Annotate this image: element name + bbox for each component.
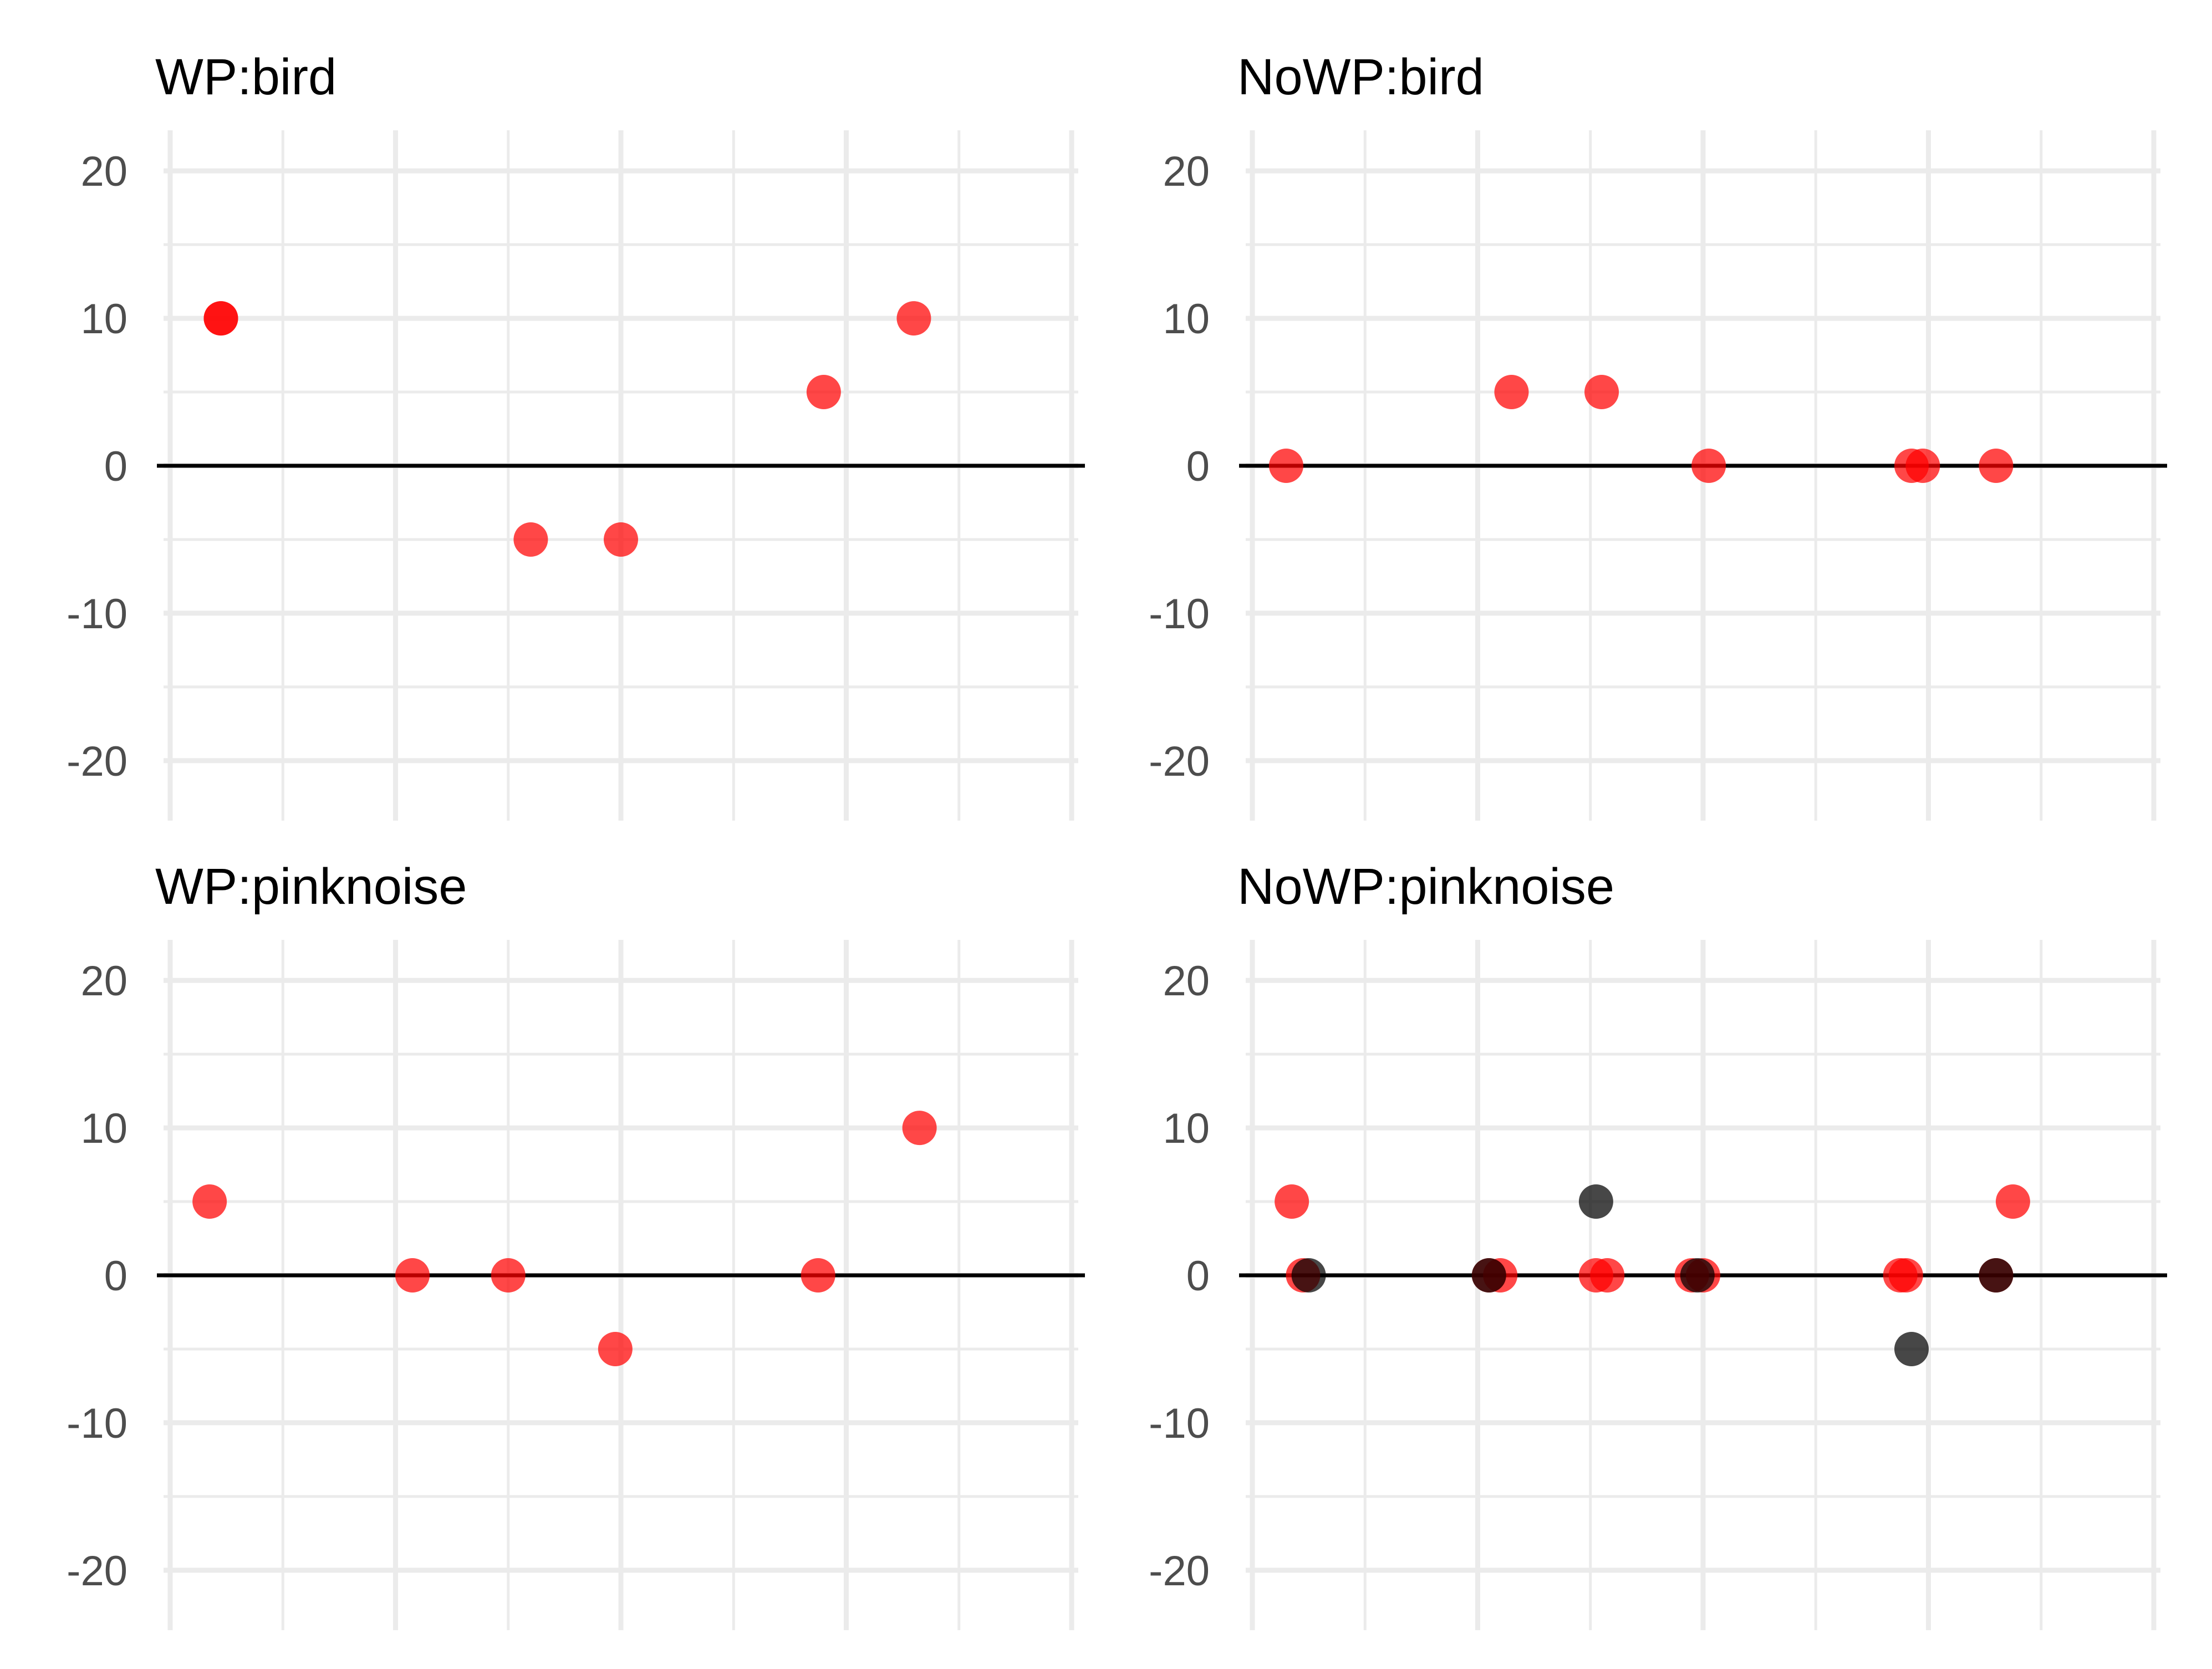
data-points [1275,1184,2030,1366]
panel-wp-pinknoise: WP:pinknoise -20 -10 0 10 20 [67,858,1085,1630]
y-tick-label: -20 [1149,1548,1210,1595]
data-point [806,375,841,410]
y-tick-label: 10 [1163,1105,1210,1152]
y-tick-label: 20 [1163,958,1210,1005]
y-tick-label: 0 [104,1253,128,1300]
data-points [1268,375,2014,483]
data-point [1979,1258,2014,1293]
y-tick-label: 10 [1163,296,1210,343]
y-tick-label: -10 [67,591,128,638]
data-point [1494,375,1529,410]
data-point [1590,1258,1625,1293]
data-point [1584,375,1619,410]
y-tick-label: -10 [1149,591,1210,638]
y-tick-label: -20 [67,738,128,785]
panel-title: WP:bird [155,49,337,105]
data-point [1268,449,1303,483]
data-point [1275,1184,1309,1219]
panel-title: WP:pinknoise [155,858,467,915]
data-point [1888,1258,1923,1293]
y-tick-label: -20 [1149,738,1210,785]
y-axis-ticks: -20 -10 0 10 20 [1149,148,1210,785]
y-tick-label: 10 [80,296,128,343]
y-tick-label: 0 [104,443,128,490]
data-points [192,1111,937,1366]
gridlines [164,940,1078,1630]
data-point [1471,1258,1506,1293]
data-point [1979,449,2014,483]
panel-nowp-bird: NoWP:bird -20 -10 0 10 20 [1149,49,2167,821]
y-tick-label: 20 [80,148,128,195]
data-point [395,1258,430,1293]
data-point [1691,449,1726,483]
data-point [192,1184,227,1219]
panel-nowp-pinknoise: NoWP:pinknoise -20 -10 0 10 20 [1149,858,2167,1630]
y-tick-label: 10 [80,1105,128,1152]
data-point [801,1258,835,1293]
y-axis-ticks: -20 -10 0 10 20 [67,148,128,785]
panel-wp-bird: WP:bird -20 -10 0 10 20 [67,49,1085,821]
y-tick-label: -10 [1149,1400,1210,1447]
gridlines [164,130,1078,821]
data-point [1905,449,1940,483]
data-point [1894,1331,1929,1366]
data-point [1578,1184,1613,1219]
data-point [1291,1258,1326,1293]
data-point [598,1331,633,1366]
data-point [902,1111,937,1146]
panel-title: NoWP:pinknoise [1237,858,1614,915]
y-tick-label: -20 [67,1548,128,1595]
data-point [513,522,548,557]
y-axis-ticks: -20 -10 0 10 20 [67,958,128,1595]
data-point [1680,1258,1715,1293]
data-point [491,1258,526,1293]
y-tick-label: -10 [67,1400,128,1447]
y-tick-label: 0 [1186,443,1210,490]
y-tick-label: 20 [80,958,128,1005]
data-point [896,301,931,336]
y-tick-label: 20 [1163,148,1210,195]
data-point [203,301,238,336]
data-point [604,522,638,557]
y-axis-ticks: -20 -10 0 10 20 [1149,958,1210,1595]
data-points [203,301,931,557]
panel-title: NoWP:bird [1237,49,1484,105]
y-tick-label: 0 [1186,1253,1210,1300]
data-point [1995,1184,2030,1219]
